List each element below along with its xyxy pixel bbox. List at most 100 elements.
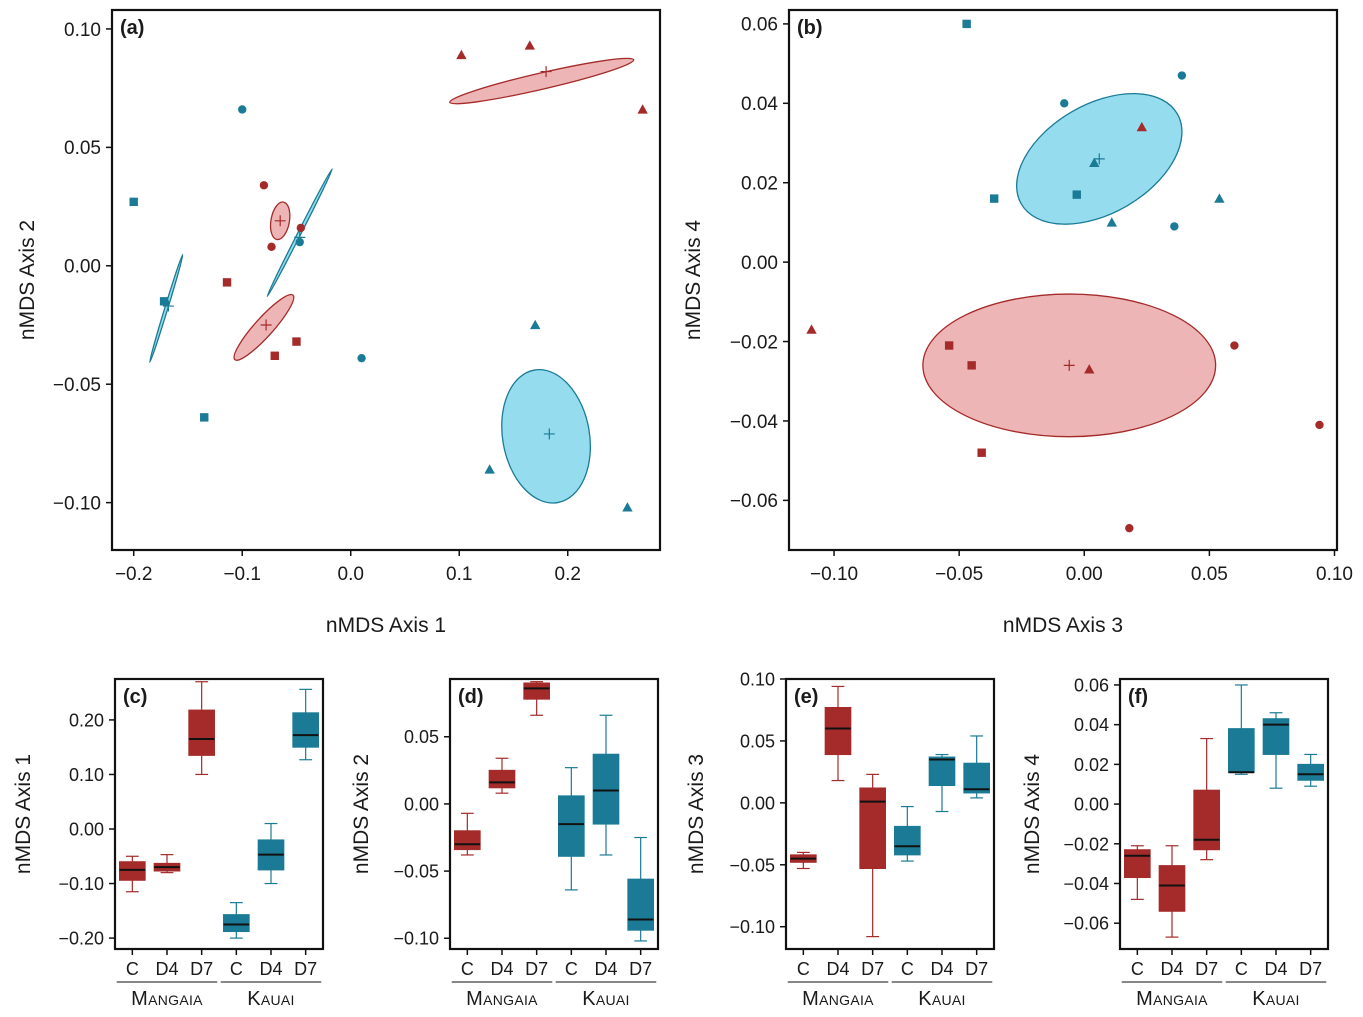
panel-label-b: (b) bbox=[797, 17, 823, 39]
box-body-f-1 bbox=[1158, 865, 1186, 912]
box-f-2 bbox=[1193, 737, 1220, 861]
ytick-label-d-3: 0.05 bbox=[404, 727, 439, 747]
xtick-label-c-5: D7 bbox=[294, 959, 317, 979]
point-a-16 bbox=[484, 464, 495, 474]
xaxis-title-b: nMDS Axis 3 bbox=[1003, 614, 1123, 637]
ytick-label-f-2: −0.02 bbox=[1063, 834, 1109, 854]
ytick-label-b-3: 0.00 bbox=[741, 253, 778, 274]
point-b-6 bbox=[1214, 193, 1225, 203]
point-b-8 bbox=[1170, 222, 1179, 231]
ytick-label-b-6: 0.06 bbox=[741, 15, 778, 36]
point-a-14 bbox=[200, 413, 209, 422]
ytick-label-f-5: 0.04 bbox=[1074, 715, 1109, 735]
group-label-d-1: Kauai bbox=[582, 988, 630, 1010]
ellipse-a-2 bbox=[233, 293, 295, 361]
box-f-5 bbox=[1297, 753, 1324, 787]
xtick-label-e-3: C bbox=[901, 959, 914, 979]
box-body-d-1 bbox=[488, 769, 516, 789]
point-b-17 bbox=[1125, 523, 1134, 533]
xtick-label-e-2: D7 bbox=[861, 959, 884, 979]
xtick-label-f-0: C bbox=[1131, 959, 1144, 979]
xtick-label-f-2: D7 bbox=[1195, 959, 1218, 979]
box-e-3 bbox=[894, 805, 921, 862]
yaxis-title-a: nMDS Axis 2 bbox=[16, 220, 39, 340]
centroid-a-4 bbox=[162, 300, 174, 312]
ytick-label-b-1: −0.04 bbox=[730, 412, 779, 433]
centroid-a-0 bbox=[540, 66, 552, 78]
box-body-e-4 bbox=[928, 756, 956, 787]
ytick-label-e-1: −0.05 bbox=[729, 855, 775, 875]
ytick-label-f-1: −0.04 bbox=[1063, 874, 1109, 894]
xtick-label-b-4: 0.10 bbox=[1316, 564, 1353, 585]
panel-b: −0.10 −0.05 0.00 0.05 0.10 nMDS Axis 3 −0.06 −0… bbox=[682, 8, 1353, 637]
point-a-6 bbox=[222, 278, 232, 287]
box-body-c-0 bbox=[119, 861, 146, 881]
ytick-label-c-0: −0.20 bbox=[58, 929, 104, 949]
xtick-label-e-5: D7 bbox=[965, 959, 988, 979]
ytick-label-e-3: 0.05 bbox=[740, 731, 775, 751]
box-f-0 bbox=[1124, 845, 1151, 900]
box-body-e-3 bbox=[894, 825, 921, 856]
point-b-0 bbox=[962, 19, 971, 29]
xtick-label-e-1: D4 bbox=[826, 959, 849, 979]
xtick-label-b-2: 0.00 bbox=[1066, 564, 1103, 585]
plot-frame-b bbox=[787, 8, 1339, 552]
xtick-label-c-3: C bbox=[230, 959, 243, 979]
box-body-f-5 bbox=[1297, 763, 1324, 781]
xtick-label-a-0: −0.2 bbox=[115, 564, 153, 585]
box-d-1 bbox=[488, 757, 516, 794]
ytick-label-a-0: −0.10 bbox=[53, 493, 101, 514]
ytick-label-d-1: −0.05 bbox=[393, 862, 439, 882]
group-label-c-0: Mangaia bbox=[131, 988, 203, 1010]
point-b-11 bbox=[944, 341, 954, 350]
ytick-label-b-4: 0.02 bbox=[741, 174, 778, 195]
ytick-label-a-3: 0.05 bbox=[64, 138, 101, 159]
ytick-label-e-0: −0.10 bbox=[729, 917, 775, 937]
xtick-label-b-3: 0.05 bbox=[1191, 564, 1228, 585]
xtick-label-a-4: 0.2 bbox=[555, 564, 581, 585]
xtick-label-a-1: −0.1 bbox=[223, 564, 261, 585]
centroid-a-5 bbox=[543, 428, 555, 440]
plot-area-e bbox=[790, 685, 990, 938]
group-label-f-1: Kauai bbox=[1252, 988, 1300, 1010]
group-label-f-0: Mangaia bbox=[1136, 988, 1208, 1010]
panel-f: C D4 D7 C D4 D7 Mangaia Kauai −0.06 −0.04 −0.02 0.0… bbox=[1021, 675, 1330, 1010]
box-d-5 bbox=[627, 836, 654, 942]
point-b-15 bbox=[1315, 420, 1324, 430]
point-a-12 bbox=[129, 197, 138, 207]
point-a-11 bbox=[357, 353, 366, 363]
plot-area-f bbox=[1124, 684, 1324, 938]
xtick-label-c-0: C bbox=[126, 959, 139, 979]
centroid-a-2 bbox=[260, 319, 272, 331]
point-b-5 bbox=[1072, 190, 1081, 199]
xtick-label-d-4: D4 bbox=[594, 959, 617, 979]
panel-d: C D4 D7 C D4 D7 Mangaia Kauai −0.10 −0.05 0.00 0.05… bbox=[350, 677, 660, 1010]
xtick-label-c-1: D4 bbox=[155, 959, 178, 979]
xtick-label-d-3: C bbox=[565, 959, 578, 979]
yaxis-title-f: nMDS Axis 4 bbox=[1021, 754, 1044, 875]
box-f-3 bbox=[1228, 684, 1255, 775]
xtick-label-a-3: 0.1 bbox=[446, 564, 472, 585]
group-label-c-1: Kauai bbox=[247, 988, 295, 1010]
ytick-label-c-1: −0.10 bbox=[58, 874, 104, 894]
panel-label-e: (e) bbox=[794, 686, 818, 708]
box-d-4 bbox=[592, 714, 620, 856]
xtick-label-b-1: −0.05 bbox=[935, 564, 983, 585]
box-c-0 bbox=[119, 855, 146, 893]
box-body-d-3 bbox=[558, 795, 585, 857]
point-a-17 bbox=[622, 502, 633, 512]
point-a-10 bbox=[295, 237, 304, 247]
ytick-label-c-3: 0.10 bbox=[69, 765, 104, 785]
ytick-label-f-6: 0.06 bbox=[1074, 675, 1109, 695]
panel-label-c: (c) bbox=[123, 686, 147, 708]
xtick-label-f-1: D4 bbox=[1160, 959, 1183, 979]
box-d-0 bbox=[454, 812, 481, 856]
point-a-7 bbox=[292, 337, 301, 346]
xtick-label-d-5: D7 bbox=[629, 959, 652, 979]
ellipse-a-0 bbox=[449, 57, 635, 105]
yaxis-title-c: nMDS Axis 1 bbox=[12, 754, 35, 874]
xtick-label-e-4: D4 bbox=[930, 959, 953, 979]
plot-area-d bbox=[454, 681, 654, 942]
panel-c: C D4 D7 C D4 D7 Mangaia Kauai −0.20 −0.10 0.00 0.10… bbox=[12, 677, 325, 1010]
